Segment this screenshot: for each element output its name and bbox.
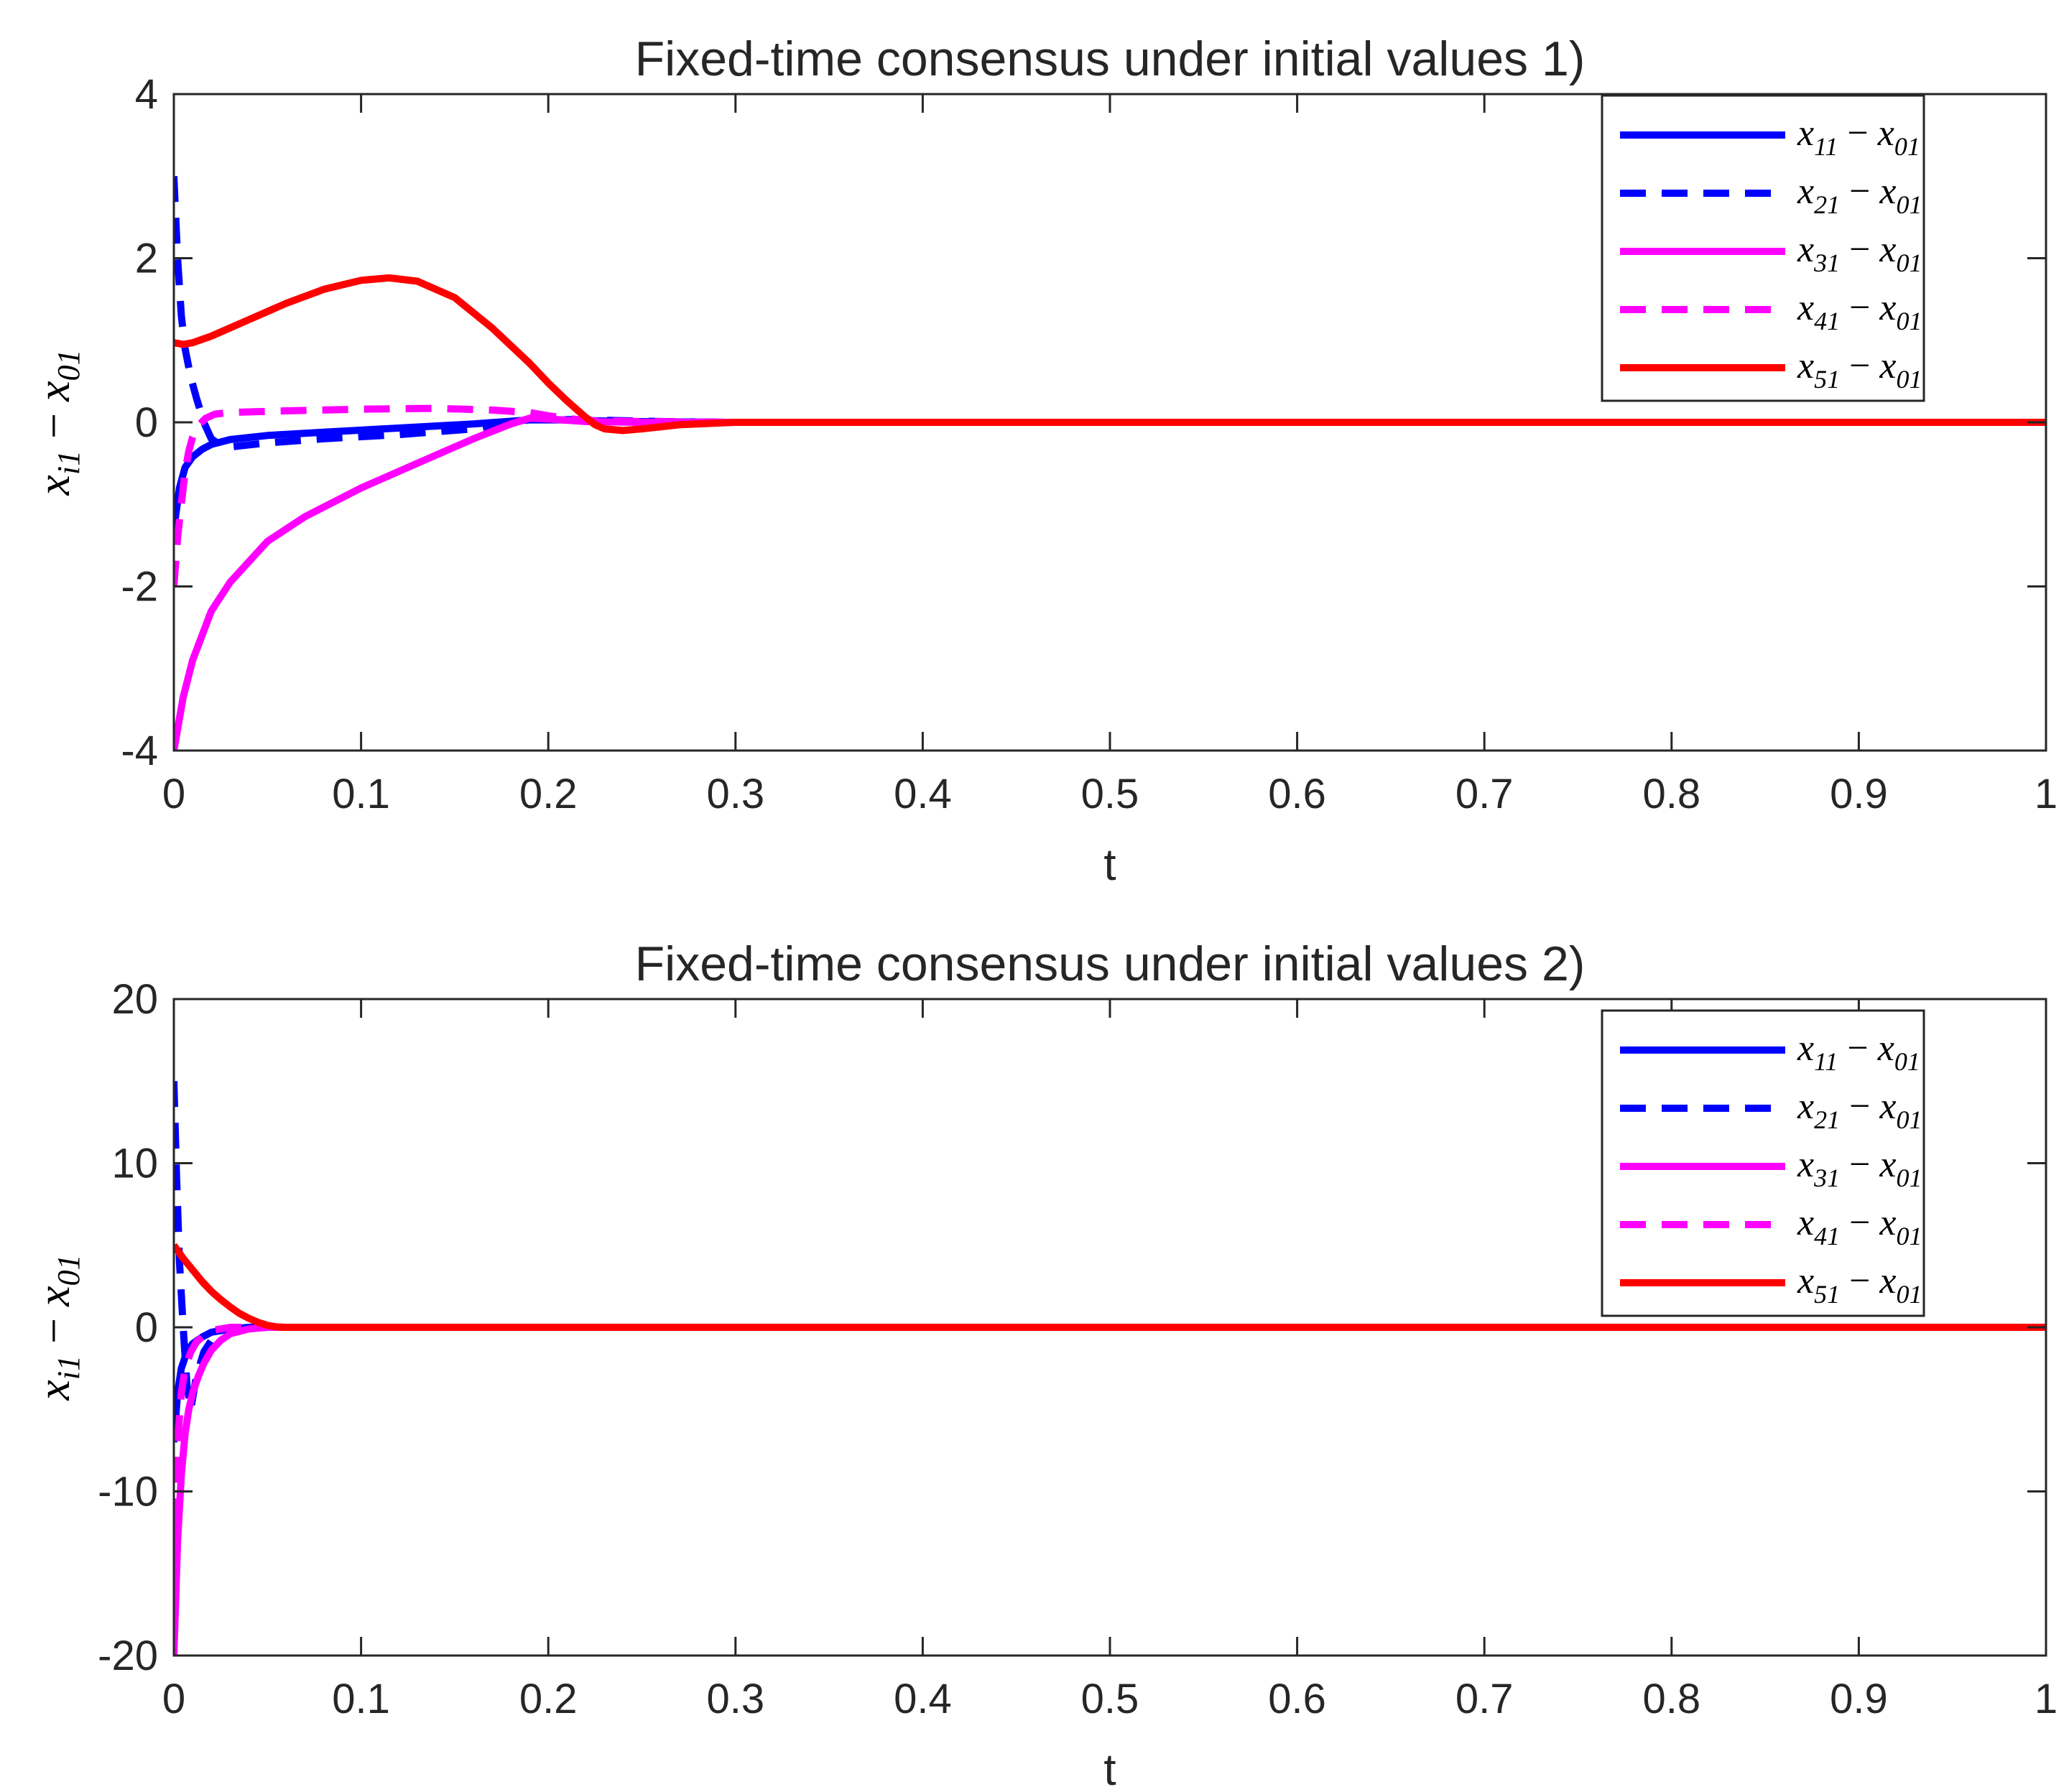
legend-label-1: x11 − x01 (1797, 113, 1920, 161)
y-tick-label: -2 (121, 564, 158, 611)
legend: x11 − x01 x21 − x01 x31 − x01 x41 − x01 x51 … (1601, 94, 1925, 402)
x-tick-label: 0.7 (1455, 1676, 1514, 1722)
legend-label-4: x41 − x01 (1797, 287, 1922, 335)
x-axis-label: t (1103, 1745, 1116, 1792)
y-tick-label: 10 (111, 1141, 158, 1187)
series-group (174, 1081, 2046, 1656)
x-tick-label: 0.2 (519, 1676, 578, 1722)
y-axis-label: xi1 − x01 (28, 1254, 86, 1401)
x-tick-label: 0.1 (332, 1676, 390, 1722)
legend-label-2: x21 − x01 (1797, 171, 1922, 219)
top-subplot: 0 0.1 0.2 0.3 0.4 0.5 0.6 0.7 0.8 0.9 1 -4 -2 0 2 4 Fixe… (28, 32, 2058, 890)
series-line-5 (174, 1243, 2046, 1331)
x-tick-label: 1 (2035, 1676, 2058, 1722)
y-tick-label: -10 (98, 1469, 158, 1515)
y-axis-label: xi1 − x01 (28, 349, 86, 496)
y-tick-label: -20 (98, 1633, 158, 1679)
series-group (174, 176, 2046, 751)
x-tick-label: 0.6 (1268, 1676, 1326, 1722)
x-tick-label: 0.9 (1830, 771, 1888, 817)
y-tick-label: 2 (135, 236, 158, 282)
x-tick-label: 0 (162, 1676, 185, 1722)
series-line-5 (174, 274, 2046, 435)
legend-label-1: x11 − x01 (1797, 1028, 1920, 1076)
x-tick-label: 0.5 (1081, 1676, 1139, 1722)
x-tick-label: 0.5 (1081, 771, 1139, 817)
legend-label-4: x41 − x01 (1797, 1202, 1922, 1250)
chart-title: Fixed-time consensus under initial value… (635, 937, 1586, 991)
x-tick-label: 0.1 (332, 771, 390, 817)
legend-label-3: x31 − x01 (1797, 229, 1922, 277)
x-axis-label: t (1103, 840, 1116, 890)
x-tick-label: 0 (162, 771, 185, 817)
legend-label-3: x31 − x01 (1797, 1144, 1922, 1192)
bottom-subplot: 0 0.1 0.2 0.3 0.4 0.5 0.6 0.7 0.8 0.9 1 -20 -10 0 10 20… (28, 937, 2058, 1792)
y-tick-label: 0 (135, 399, 158, 446)
x-tick-label: 0.2 (519, 771, 578, 817)
x-tick-label: 0.8 (1642, 771, 1700, 817)
legend-label-5: x51 − x01 (1797, 345, 1922, 394)
y-tick-label: -4 (121, 728, 158, 774)
x-tick-label: 0.4 (894, 1676, 952, 1722)
x-tick-label: 0.7 (1455, 771, 1514, 817)
series-line-4 (174, 404, 2046, 587)
legend-label-5: x51 − x01 (1797, 1261, 1922, 1309)
x-tick-label: 0.8 (1642, 1676, 1700, 1722)
series-line-4 (174, 1324, 2046, 1525)
chart-title: Fixed-time consensus under initial value… (635, 32, 1586, 86)
series-line-3 (174, 1324, 2046, 1656)
x-tick-label: 0.9 (1830, 1676, 1888, 1722)
legend-label-2: x21 − x01 (1797, 1086, 1922, 1134)
y-tick-label: 20 (111, 976, 158, 1023)
legend: x11 − x01 x21 − x01 x31 − x01 x41 − x01 x51 … (1601, 1009, 1925, 1317)
y-tick-label: 0 (135, 1304, 158, 1351)
y-tick-label: 4 (135, 71, 158, 118)
x-tick-label: 0.4 (894, 771, 952, 817)
x-tick-label: 1 (2035, 771, 2058, 817)
x-tick-label: 0.3 (706, 1676, 764, 1722)
x-tick-label: 0.3 (706, 771, 764, 817)
x-tick-label: 0.6 (1268, 771, 1326, 817)
